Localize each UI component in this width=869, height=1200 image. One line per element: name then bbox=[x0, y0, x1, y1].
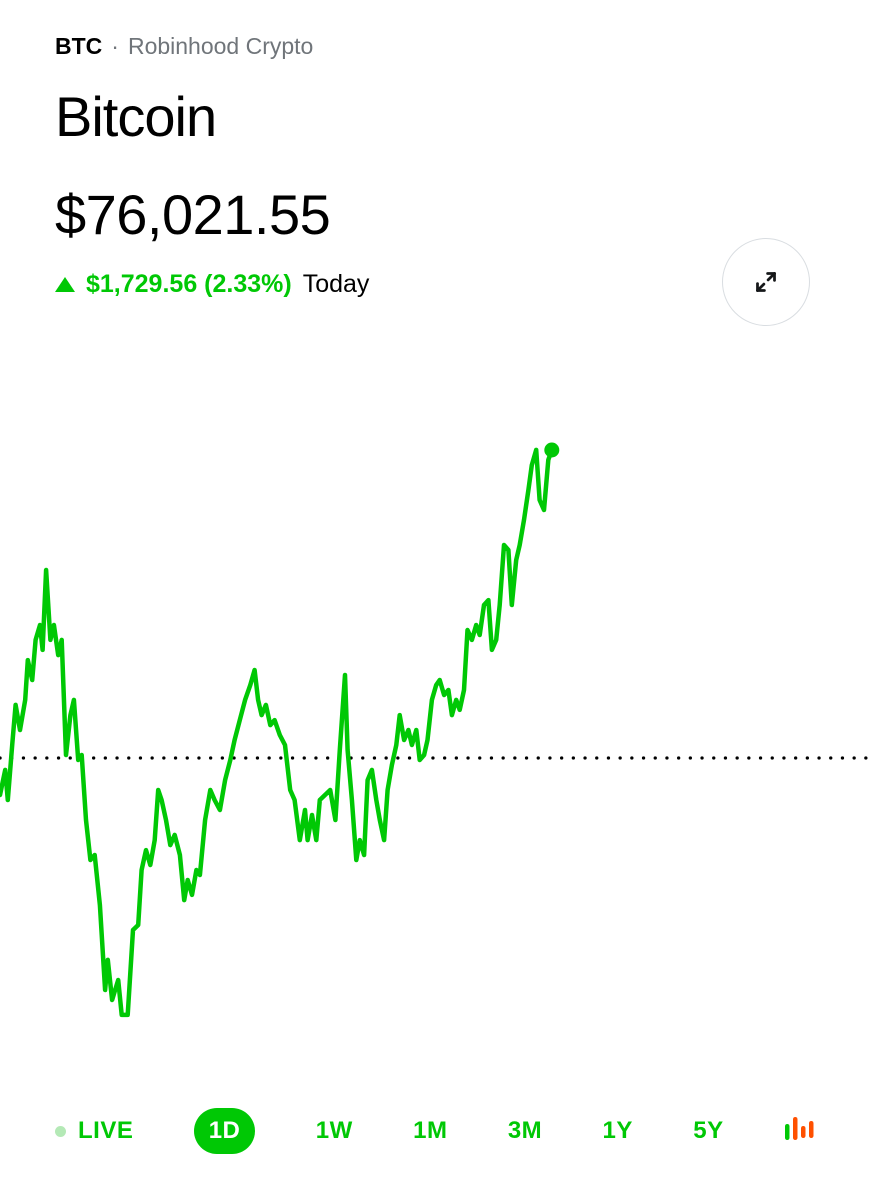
expand-chart-button[interactable] bbox=[722, 238, 810, 326]
live-label: LIVE bbox=[78, 1117, 134, 1144]
current-price: $76,021.55 bbox=[55, 183, 331, 246]
current-price-dot bbox=[544, 442, 560, 458]
up-triangle-icon bbox=[55, 276, 75, 292]
range-1m[interactable]: 1M bbox=[413, 1117, 448, 1144]
live-dot-icon bbox=[55, 1125, 66, 1137]
range-5y[interactable]: 5Y bbox=[693, 1117, 724, 1144]
price-change-row: $1,729.56 (2.33%) Today bbox=[55, 266, 369, 302]
range-selector-bar: LIVE 1D 1W 1M 3M 1Y 5Y bbox=[55, 1106, 817, 1156]
range-1d-selected[interactable]: 1D bbox=[193, 1108, 256, 1154]
price-line bbox=[0, 447, 555, 1018]
range-1w[interactable]: 1W bbox=[315, 1117, 353, 1144]
asset-header: BTC · Robinhood Crypto bbox=[55, 33, 313, 60]
exchange-label: Robinhood Crypto bbox=[127, 33, 314, 59]
symbol-row: BTC · Robinhood Crypto bbox=[55, 33, 313, 60]
expand-arrows-icon bbox=[756, 272, 776, 292]
candlestick-toggle-button[interactable] bbox=[784, 1113, 817, 1149]
page-title: Bitcoin bbox=[55, 85, 217, 148]
price-chart[interactable] bbox=[0, 430, 869, 1050]
candlestick-chart-icon bbox=[784, 1117, 814, 1140]
separator-dot: · bbox=[111, 33, 119, 59]
price-change-period: Today bbox=[302, 269, 370, 298]
range-live[interactable]: LIVE bbox=[55, 1117, 133, 1145]
range-3m[interactable]: 3M bbox=[507, 1117, 543, 1144]
price-change-value: $1,729.56 (2.33%) bbox=[86, 269, 292, 298]
asset-symbol: BTC bbox=[55, 33, 103, 59]
range-1y[interactable]: 1Y bbox=[602, 1117, 633, 1144]
